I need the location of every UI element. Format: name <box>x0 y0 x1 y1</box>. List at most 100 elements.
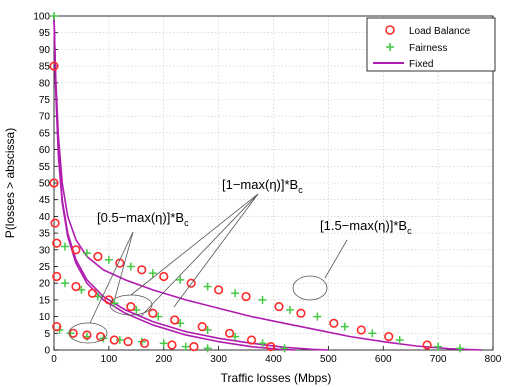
legend-marker-load-balance <box>385 25 395 35</box>
fairness-point <box>203 282 212 291</box>
y-tick-label: 20 <box>39 279 51 290</box>
legend-label-load-balance: Load Balance <box>409 26 471 37</box>
series-load-balance <box>49 61 432 352</box>
legend: Load Balance Fairness Fixed <box>366 17 496 72</box>
y-tick-label: 90 <box>39 45 51 56</box>
fairness-point <box>50 12 58 20</box>
load-balance-point <box>139 338 150 348</box>
load-balance-point <box>422 340 432 350</box>
y-tick-label: 25 <box>39 262 51 273</box>
legend-label-fixed: Fixed <box>409 59 433 70</box>
load-balance-point <box>274 301 284 312</box>
y-tick-label: 0 <box>44 346 50 357</box>
load-balance-point <box>109 335 119 345</box>
fairness-point <box>115 335 124 344</box>
fairness-point <box>231 289 240 298</box>
fairness-point <box>258 339 267 348</box>
fairness-point <box>176 275 185 284</box>
fairness-point <box>159 339 168 348</box>
fairness-point <box>203 344 212 353</box>
load-balance-point <box>50 218 60 228</box>
y-tick-label: 80 <box>39 78 51 89</box>
annotation-ellipse-0.5 <box>68 322 108 344</box>
fairness-point <box>340 322 349 331</box>
x-tick-label: 400 <box>265 354 282 365</box>
y-tick-label: 60 <box>39 145 51 156</box>
load-balance-point <box>167 340 177 350</box>
y-tick-label: 10 <box>39 312 51 323</box>
load-balance-point <box>52 238 62 248</box>
x-tick-label: 600 <box>375 354 392 365</box>
y-tick-label: 85 <box>39 62 51 73</box>
fairness-point <box>181 342 190 351</box>
load-balance-point <box>186 278 196 288</box>
fairness-point <box>104 255 113 264</box>
load-balance-point <box>148 308 158 318</box>
fairness-point <box>126 262 135 271</box>
load-balance-point <box>197 322 207 332</box>
fairness-point <box>395 335 404 344</box>
load-balance-point <box>266 342 276 352</box>
fairness-point <box>82 249 91 258</box>
load-balance-point <box>93 251 103 262</box>
y-tick-label: 50 <box>39 179 51 190</box>
fairness-point <box>313 312 322 321</box>
y-tick-label: 15 <box>39 295 51 306</box>
y-tick-label: 55 <box>39 162 51 173</box>
load-balance-point <box>356 325 366 335</box>
annotation-ellipse-1.5 <box>292 275 328 301</box>
load-balance-point <box>49 178 59 188</box>
load-balance-point <box>159 271 169 282</box>
x-axis: 0 100 200 300 400 500 600 700 800 <box>51 346 502 365</box>
load-balance-point <box>384 332 394 342</box>
load-balance-point <box>246 335 257 345</box>
y-axis: 0 5 10 15 20 25 30 35 40 45 50 55 60 65 70 75 80 85 90 95 10… <box>33 12 58 357</box>
load-balance-point <box>214 285 224 295</box>
fairness-point <box>60 242 69 251</box>
y-tick-label: 70 <box>39 112 51 123</box>
fixed-line <box>53 15 483 351</box>
load-balance-point <box>82 330 92 340</box>
x-axis-label: Traffic losses (Mbps) <box>221 371 332 385</box>
fairness-point <box>258 295 267 304</box>
y-tick-label: 40 <box>39 212 51 223</box>
annotation-0.5: [0.5−max(η)]*Bc <box>97 210 189 228</box>
annotation-callouts <box>68 193 348 344</box>
load-balance-point <box>170 315 180 325</box>
load-balance-point <box>126 301 136 312</box>
annotation-arrow <box>89 231 134 324</box>
fairness-point <box>148 269 157 278</box>
y-tick-label: 30 <box>39 245 51 256</box>
fixed-line <box>53 15 296 351</box>
legend-marker-fairness <box>386 43 394 51</box>
load-balance-point <box>296 308 306 318</box>
x-tick-label: 300 <box>210 354 227 365</box>
load-balance-point <box>71 281 81 292</box>
y-tick-label: 65 <box>39 128 51 139</box>
legend-label-fairness: Fairness <box>409 43 447 54</box>
x-tick-label: 0 <box>51 354 57 365</box>
y-tick-label: 100 <box>33 12 50 23</box>
load-balance-point <box>52 271 62 282</box>
load-balance-point <box>87 288 98 298</box>
load-balance-point <box>189 342 199 352</box>
x-tick-label: 500 <box>320 354 337 365</box>
load-balance-point <box>241 291 251 302</box>
y-tick-label: 75 <box>39 95 51 106</box>
load-balance-point <box>123 337 133 347</box>
y-tick-label: 45 <box>39 195 51 206</box>
y-tick-label: 35 <box>39 229 51 240</box>
annotation-arrow <box>324 239 348 279</box>
fairness-point <box>285 305 294 314</box>
fairness-point <box>434 342 443 351</box>
load-balance-point <box>137 265 147 275</box>
annotation-arrow <box>130 193 259 296</box>
annotation-arrow <box>140 193 259 317</box>
annotation-1.5: [1.5−max(η)]*Bc <box>320 218 412 236</box>
load-balance-point <box>52 322 62 332</box>
x-tick-label: 200 <box>155 354 172 365</box>
x-tick-label: 800 <box>485 354 502 365</box>
load-balance-point <box>329 318 339 328</box>
load-balance-point <box>49 61 59 71</box>
